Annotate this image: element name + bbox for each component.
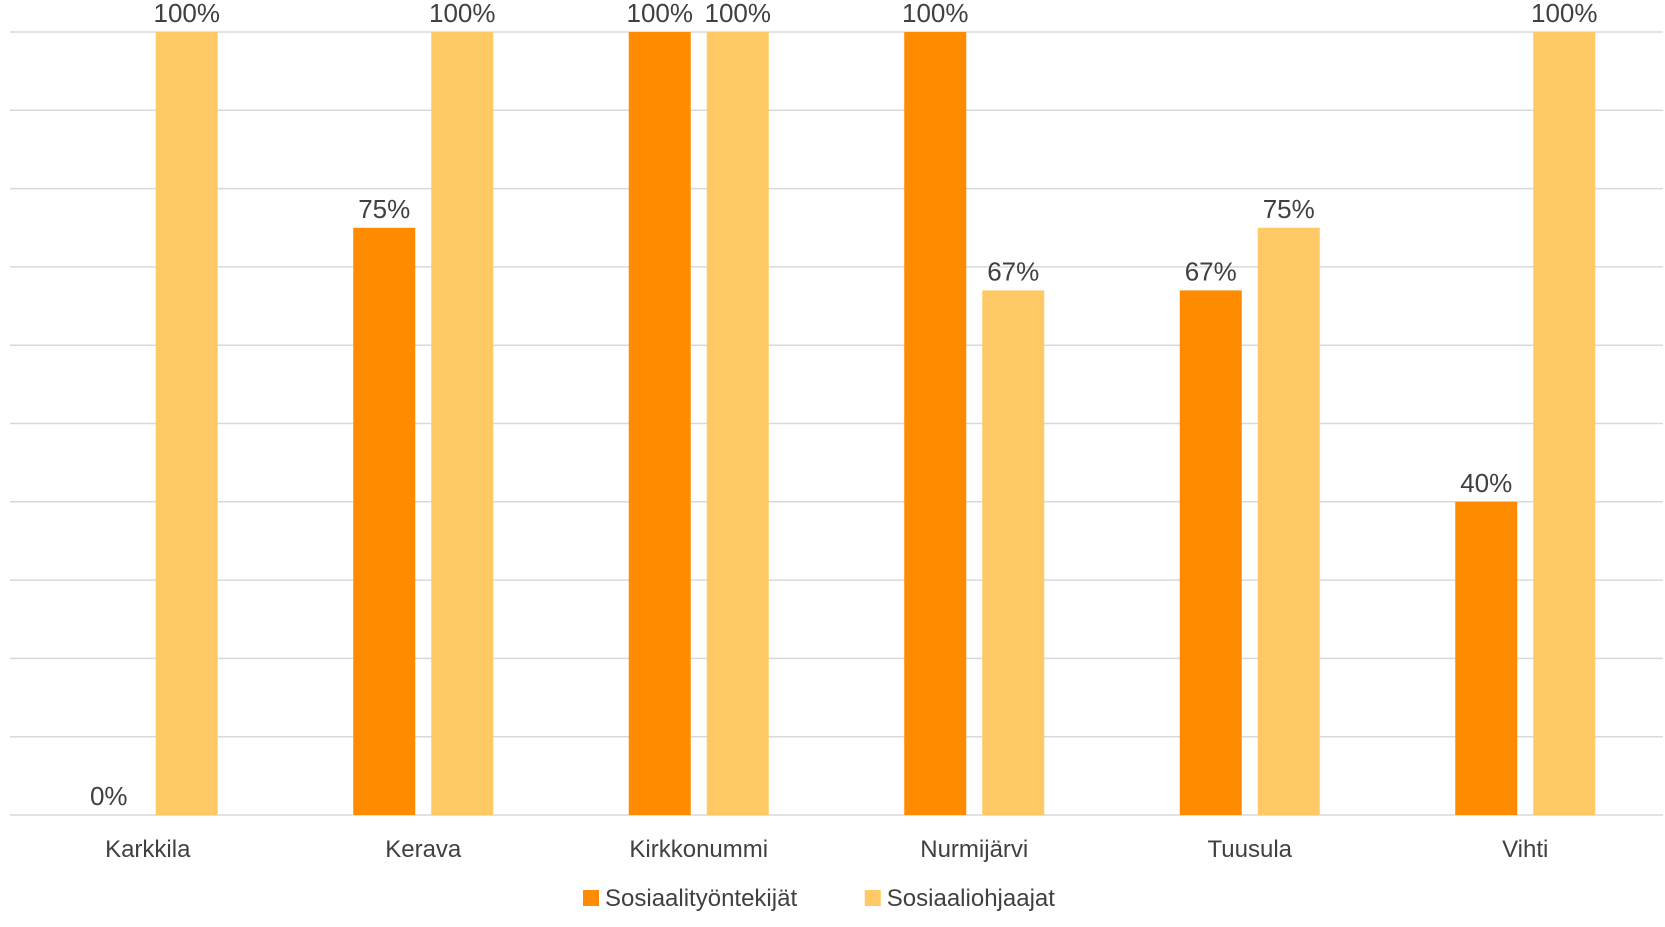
bar-series-2	[1257, 227, 1320, 815]
bar-series-1	[353, 227, 416, 815]
bar-series-2	[155, 32, 218, 815]
bars	[155, 32, 1596, 815]
bar-series-1	[1179, 290, 1242, 815]
data-label: 0%	[90, 781, 128, 811]
legend-swatch	[583, 890, 599, 906]
legend-swatch	[864, 890, 881, 906]
bar-series-1	[904, 32, 967, 815]
bar-series-2	[706, 32, 769, 815]
data-label: 100%	[627, 0, 694, 28]
bar-series-2	[982, 290, 1045, 815]
category-label: Tuusula	[1208, 836, 1293, 863]
legend-label: Sosiaalityöntekijät	[605, 885, 797, 912]
gridlines	[10, 31, 1663, 816]
legend: Sosiaalityöntekijät Sosiaaliohjaajat	[583, 885, 1055, 912]
bar-series-1	[1455, 501, 1518, 815]
data-labels: 0% 100% 75% 100% 100% 100% 100% 67% 67% 75% 40% 100…	[90, 0, 1598, 811]
category-label: Vihti	[1502, 836, 1548, 863]
category-label: Kerava	[385, 836, 462, 863]
category-axis: Karkkila Kerava Kirkkonummi Nurmijärvi Tuusu…	[105, 836, 1548, 863]
data-label: 100%	[154, 0, 221, 28]
bar-series-2	[1533, 32, 1596, 815]
category-label: Kirkkonummi	[629, 836, 768, 863]
data-label: 67%	[1185, 256, 1237, 286]
data-label: 67%	[987, 256, 1039, 286]
data-label: 40%	[1460, 468, 1512, 498]
data-label: 100%	[1531, 0, 1598, 28]
data-label: 100%	[705, 0, 772, 28]
legend-label: Sosiaaliohjaajat	[887, 885, 1055, 912]
data-label: 75%	[358, 194, 410, 224]
data-label: 100%	[902, 0, 969, 28]
bar-series-2	[431, 32, 494, 815]
category-label: Nurmijärvi	[920, 836, 1028, 863]
legend-item: Sosiaaliohjaajat	[864, 885, 1055, 912]
bar-series-1	[628, 32, 691, 815]
data-label: 75%	[1263, 194, 1315, 224]
legend-item: Sosiaalityöntekijät	[583, 885, 797, 912]
data-label: 100%	[429, 0, 496, 28]
category-label: Karkkila	[105, 836, 191, 863]
